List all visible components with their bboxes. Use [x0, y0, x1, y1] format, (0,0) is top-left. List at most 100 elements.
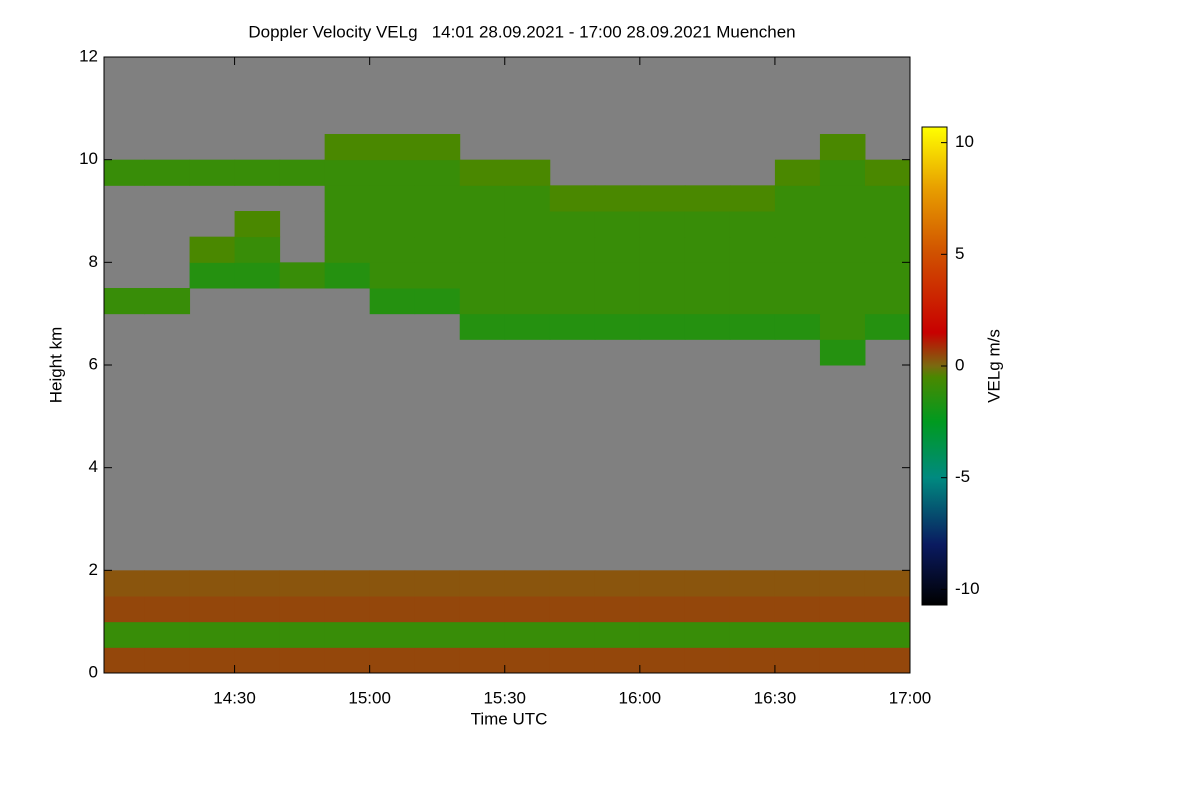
heatmap-cell — [104, 621, 146, 648]
heatmap-cell — [459, 596, 506, 623]
y-tick-label: 2 — [89, 560, 98, 579]
heatmap-cell — [549, 236, 596, 263]
heatmap-cell — [594, 596, 641, 623]
heatmap-cell — [639, 621, 686, 648]
heatmap-cell — [549, 185, 596, 212]
heatmap-cell — [864, 313, 910, 340]
heatmap-cell — [819, 159, 866, 186]
heatmap-cell — [414, 596, 461, 623]
heatmap-cell — [594, 621, 641, 648]
heatmap-cell — [729, 288, 776, 315]
heatmap-cell — [189, 570, 236, 597]
heatmap-cell — [819, 185, 866, 212]
heatmap-cell — [774, 185, 821, 212]
heatmap-cell — [639, 211, 686, 238]
heatmap-cell — [144, 288, 191, 315]
heatmap-cell — [279, 570, 326, 597]
heatmap-cell — [369, 159, 416, 186]
heatmap-cell — [594, 236, 641, 263]
heatmap-cell — [459, 262, 506, 289]
heatmap-cell — [504, 313, 551, 340]
heatmap-cell — [639, 647, 686, 673]
heatmap-cell — [549, 596, 596, 623]
heatmap-cell — [594, 647, 641, 673]
heatmap-cell — [459, 621, 506, 648]
heatmap-cell — [639, 288, 686, 315]
heatmap-cell — [369, 621, 416, 648]
heatmap-cell — [819, 134, 866, 161]
heatmap-cell — [369, 211, 416, 238]
heatmap-cell — [369, 236, 416, 263]
y-tick-label: 10 — [79, 149, 98, 168]
heatmap-cell — [324, 159, 371, 186]
heatmap-cell — [369, 262, 416, 289]
heatmap-cell — [324, 134, 371, 161]
heatmap-cell — [729, 570, 776, 597]
heatmap-cell — [819, 288, 866, 315]
heatmap-cell — [189, 262, 236, 289]
heatmap-cell — [459, 211, 506, 238]
heatmap-cell — [234, 159, 281, 186]
heatmap-cell — [684, 262, 731, 289]
heatmap-cell — [414, 134, 461, 161]
heatmap-cell — [459, 185, 506, 212]
x-tick-label: 14:30 — [213, 688, 256, 707]
heatmap-cell — [864, 236, 910, 263]
heatmap-cell — [549, 313, 596, 340]
heatmap-cell — [234, 621, 281, 648]
heatmap-cell — [729, 236, 776, 263]
heatmap-cell — [819, 596, 866, 623]
x-tick-label: 16:30 — [754, 688, 797, 707]
heatmap-cell — [639, 313, 686, 340]
heatmap-cell — [279, 621, 326, 648]
heatmap-cell — [144, 621, 191, 648]
heatmap-cell — [729, 313, 776, 340]
heatmap-cell — [774, 288, 821, 315]
heatmap-cell — [864, 596, 910, 623]
colorbar-tick-label: 10 — [955, 132, 974, 151]
heatmap-cell — [369, 596, 416, 623]
heatmap-cell — [504, 596, 551, 623]
heatmap-cell — [504, 185, 551, 212]
colorbar-tick-label: 0 — [955, 355, 964, 374]
heatmap-cell — [549, 621, 596, 648]
heatmap-cell — [279, 262, 326, 289]
heatmap-cell — [774, 570, 821, 597]
heatmap-cell — [549, 647, 596, 673]
heatmap-cell — [819, 236, 866, 263]
heatmap-cell — [729, 211, 776, 238]
heatmap-cell — [414, 185, 461, 212]
heatmap-cell — [504, 262, 551, 289]
heatmap-cell — [104, 570, 146, 597]
heatmap-cell — [459, 313, 506, 340]
heatmap-cell — [369, 647, 416, 673]
heatmap-cell — [774, 596, 821, 623]
x-tick-label: 15:00 — [348, 688, 391, 707]
colorbar-tick-label: -10 — [955, 579, 980, 598]
heatmap-cell — [369, 185, 416, 212]
heatmap-cell — [639, 185, 686, 212]
heatmap-cell — [594, 185, 641, 212]
heatmap-cell — [414, 211, 461, 238]
chart-title: Doppler Velocity VELg 14:01 28.09.2021 -… — [248, 22, 795, 41]
heatmap-cell — [864, 647, 910, 673]
heatmap-cell — [104, 647, 146, 673]
heatmap-cell — [144, 596, 191, 623]
heatmap-cell — [819, 313, 866, 340]
heatmap-cell — [279, 596, 326, 623]
heatmap-cell — [324, 647, 371, 673]
heatmap-cell — [189, 596, 236, 623]
heatmap-cell — [594, 211, 641, 238]
heatmap-cell — [324, 621, 371, 648]
heatmap-cell — [774, 313, 821, 340]
heatmap-cell — [189, 621, 236, 648]
heatmap-cell — [504, 211, 551, 238]
heatmap-cell — [684, 211, 731, 238]
y-tick-label: 6 — [89, 354, 98, 373]
heatmap-cell — [279, 159, 326, 186]
heatmap-cell — [594, 313, 641, 340]
heatmap-cell — [819, 621, 866, 648]
heatmap-cell — [774, 647, 821, 673]
heatmap-cell — [504, 621, 551, 648]
